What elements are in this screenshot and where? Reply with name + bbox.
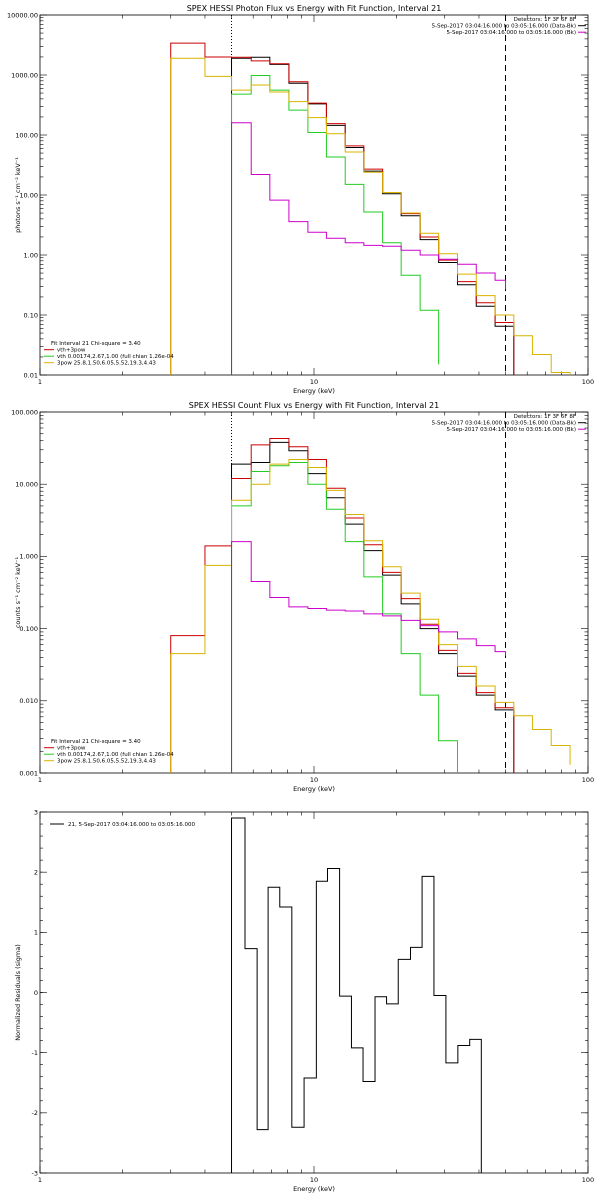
y-tick-label: 100.00 [15,131,38,139]
y-tick-label: 1 [34,929,38,937]
y-tick-label: 1000.00 [11,71,38,79]
y-tick-label: -2 [32,1109,38,1117]
histogram-series-2 [170,437,515,773]
legend-entry: 5-Sep-2017 03:04:16.000 to 03:05:16.000 … [447,30,577,36]
x-axis-label: Energy (keV) [293,387,335,395]
histogram-series-1 [231,817,482,1173]
x-axis-label: Energy (keV) [293,785,335,793]
y-tick-label: 10000.00 [7,11,38,19]
y-tick-label: 0.010 [19,697,38,705]
y-axis-label: counts s⁻¹ cm⁻² keV⁻¹ [14,556,22,628]
y-tick-label: 0 [34,989,38,997]
y-tick-label: 10.00 [19,191,38,199]
legend-entry: Fit Interval 21 Chi-square = 3.40 [51,739,141,745]
chart-title: SPEX HESSI Photon Flux vs Energy with Fi… [187,4,442,13]
x-tick-label: 10 [310,378,318,386]
y-tick-label: 0.01 [24,371,38,379]
x-tick-label: 1 [38,1176,42,1184]
legend-entry: Detectors: 1F 3F 6F 8F [514,414,576,420]
legend-entry: 3pow 25.8,1.50,6.05,5.52,19.3,4.43 [57,361,156,367]
histogram-series-2 [170,42,515,375]
legend-entry: Detectors: 1F 3F 6F 8F [514,17,576,23]
legend-entry: vth+3pow [57,348,86,354]
legend-entry: 5-Sep-2017 03:04:16.000 to 03:05:16.000 … [432,24,576,30]
x-tick-label: 100 [582,378,594,386]
chart-panel-2: SPEX HESSI Count Flux vs Energy with Fit… [11,401,594,793]
histogram-series-5 [231,541,507,773]
histogram-series-3 [231,75,440,375]
y-tick-label: 10.000 [15,481,38,489]
x-tick-label: 1 [38,776,42,784]
histogram-series-1 [231,56,515,375]
x-axis-label: Energy (keV) [293,1185,335,1193]
x-tick-label: 10 [310,1176,318,1184]
x-tick-label: 100 [582,1176,594,1184]
x-tick-label: 1 [38,378,42,386]
x-tick-label: 100 [582,776,594,784]
legend-entry: 3pow 25.8,1.50,6.05,5.52,19.3,4.43 [57,759,156,765]
legend-entry: 5-Sep-2017 03:04:16.000 to 03:05:16.000 … [447,427,577,433]
y-tick-label: 100.000 [11,408,38,416]
y-axis-label: photons s⁻¹ cm⁻² keV⁻¹ [14,157,22,233]
y-tick-label: 3 [34,808,38,816]
legend-entry: 21, 5-Sep-2017 03:04:16.000 to 03:05:16.… [68,822,195,828]
y-tick-label: -3 [32,1169,38,1177]
legend-entry: vth 0.00174,2.67,1.00 (full chian 1.26e-… [57,354,174,360]
y-tick-label: 0.001 [19,769,38,777]
y-tick-label: 0.100 [19,625,38,633]
y-tick-label: 1.00 [24,251,38,259]
y-tick-label: 0.10 [24,311,38,319]
chart-title: SPEX HESSI Count Flux vs Energy with Fit… [189,401,440,410]
histogram-series-3 [231,461,459,773]
x-tick-label: 10 [310,776,318,784]
chart-panel-1: SPEX HESSI Photon Flux vs Energy with Fi… [7,4,594,395]
histogram-series-4 [170,458,571,773]
histogram-series-1 [231,441,515,773]
y-axis-label: Normalized Residuals (sigma) [14,944,22,1041]
y-tick-label: 2 [34,868,38,876]
y-tick-label: 1.000 [19,553,38,561]
legend-entry: 5-Sep-2017 03:04:16.000 to 03:05:16.000 … [432,421,576,427]
y-tick-label: -1 [32,1049,38,1057]
chart-panel-3: 1 10 100 -3 -2 -1 0 1 2 3 Energy (keV) Normalized R… [14,808,594,1193]
legend-entry: Fit Interval 21 Chi-square = 3.40 [51,341,141,347]
histogram-series-5 [231,122,507,375]
legend-entry: vth 0.00174,2.67,1.00 (full chian 1.26e-… [57,752,174,758]
histogram-series-4 [170,57,571,375]
plot-frame [39,811,589,1174]
legend-entry: vth+3pow [57,746,86,752]
